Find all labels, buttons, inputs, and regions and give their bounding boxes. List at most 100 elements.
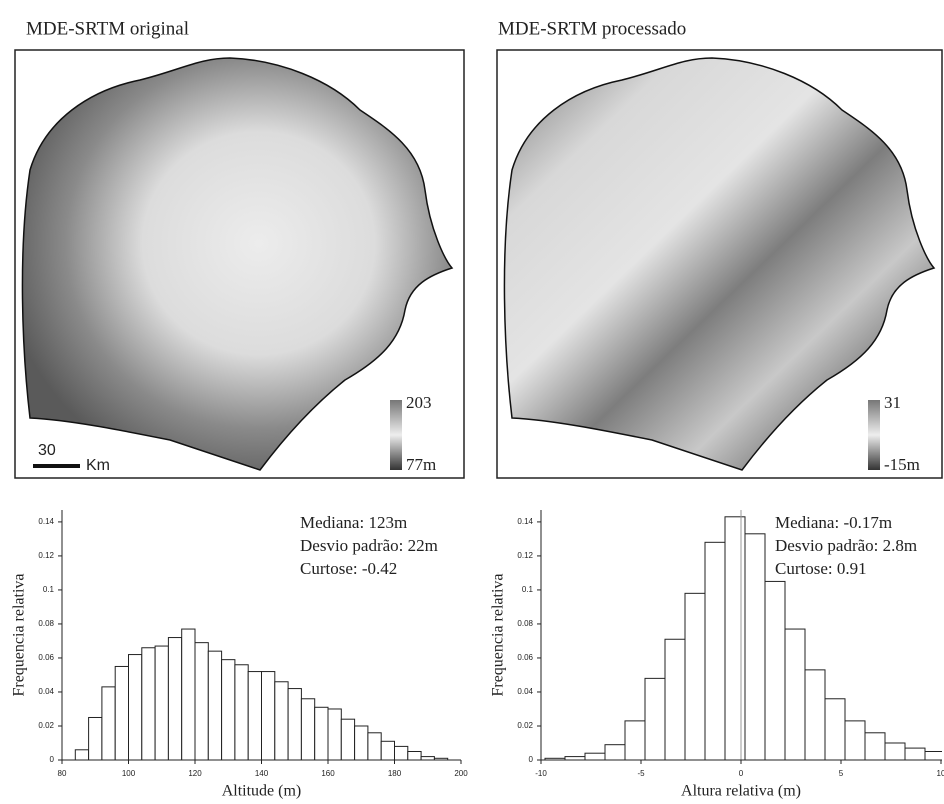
x-tick-label: 10 <box>937 769 944 778</box>
bar <box>208 651 221 760</box>
y-tick-label: 0.06 <box>517 653 533 662</box>
colorbar <box>868 400 880 470</box>
bar <box>865 733 885 760</box>
y-tick-label: 0.12 <box>38 551 54 560</box>
scale-value: 30 <box>38 442 56 459</box>
map-panel: MDE-SRTM original 203 77m 30 Km <box>15 18 464 478</box>
colorbar <box>390 400 402 470</box>
y-axis-label: Frequencia relativa <box>11 573 28 696</box>
bar <box>765 581 785 760</box>
histogram-panel: 0 0.02 0.04 0.06 0.08 0.1 0.12 0.14 80 100 120 140 1… <box>11 510 469 800</box>
x-tick-label: 200 <box>454 769 468 778</box>
x-axis-label: Altura relativa (m) <box>681 783 801 800</box>
x-tick-label: 140 <box>255 769 269 778</box>
bar <box>845 721 865 760</box>
bar <box>395 746 408 760</box>
x-tick-label: 100 <box>122 769 136 778</box>
bar <box>301 699 314 760</box>
y-tick-label: 0 <box>50 755 55 764</box>
colorbar-max: 203 <box>406 393 432 412</box>
y-tick-label: 0.14 <box>517 517 533 526</box>
colorbar-max: 31 <box>884 393 901 412</box>
annotation: Mediana: -0.17m <box>775 513 892 532</box>
x-tick-label: 80 <box>58 769 67 778</box>
bar <box>102 687 115 760</box>
bar <box>745 534 765 760</box>
x-tick-label: 120 <box>188 769 202 778</box>
bar <box>421 757 434 760</box>
bar <box>129 655 142 760</box>
bar <box>235 665 248 760</box>
bar <box>705 542 725 760</box>
bar <box>785 629 805 760</box>
annotation: Desvio padrão: 2.8m <box>775 536 917 555</box>
bar <box>315 707 328 760</box>
annotation: Curtose: 0.91 <box>775 559 867 578</box>
bar <box>685 593 705 760</box>
y-tick-label: 0.1 <box>43 585 55 594</box>
y-tick-label: 0.14 <box>38 517 54 526</box>
bar <box>925 751 944 760</box>
bar <box>408 751 421 760</box>
map-panel: MDE-SRTM processado 31 -15m <box>497 18 942 478</box>
annotation: Mediana: 123m <box>300 513 407 532</box>
map-title: MDE-SRTM original <box>26 18 189 39</box>
bar <box>565 757 585 760</box>
y-tick-label: 0.08 <box>38 619 54 628</box>
bar <box>288 689 301 760</box>
bar <box>665 639 685 760</box>
bar <box>725 517 745 760</box>
bar <box>805 670 825 760</box>
bar <box>75 750 88 760</box>
bar <box>605 745 625 760</box>
y-tick-label: 0.04 <box>517 687 533 696</box>
bar <box>328 709 341 760</box>
bar <box>262 672 275 760</box>
y-axis-label: Frequencia relativa <box>490 573 507 696</box>
bars <box>75 629 447 760</box>
bar <box>905 748 925 760</box>
bar <box>222 660 235 760</box>
map-title: MDE-SRTM processado <box>498 18 686 39</box>
colorbar-min: -15m <box>884 455 920 474</box>
bar <box>645 678 665 760</box>
bar <box>885 743 905 760</box>
bar <box>142 648 155 760</box>
y-tick-label: 0.12 <box>517 551 533 560</box>
x-tick-label: -5 <box>637 769 645 778</box>
y-tick-label: 0.04 <box>38 687 54 696</box>
bar <box>825 699 845 760</box>
annotation: Desvio padrão: 22m <box>300 536 438 555</box>
x-tick-label: 5 <box>839 769 844 778</box>
y-tick-label: 0 <box>529 755 534 764</box>
bar <box>585 753 605 760</box>
x-axis-label: Altitude (m) <box>222 783 302 800</box>
bar <box>368 733 381 760</box>
y-tick-label: 0.08 <box>517 619 533 628</box>
bar <box>168 638 181 760</box>
x-tick-label: 180 <box>388 769 402 778</box>
bar <box>355 726 368 760</box>
y-tick-label: 0.1 <box>522 585 534 594</box>
bar <box>625 721 645 760</box>
scale-unit: Km <box>86 457 110 474</box>
x-tick-label: -10 <box>535 769 547 778</box>
colorbar-min: 77m <box>406 455 436 474</box>
bar <box>155 646 168 760</box>
bar <box>381 741 394 760</box>
y-tick-label: 0.02 <box>38 721 54 730</box>
bar <box>89 717 102 760</box>
bar <box>182 629 195 760</box>
y-tick-label: 0.06 <box>38 653 54 662</box>
bar <box>341 719 354 760</box>
x-tick-label: 0 <box>739 769 744 778</box>
bar <box>195 643 208 760</box>
y-tick-label: 0.02 <box>517 721 533 730</box>
x-tick-label: 160 <box>321 769 335 778</box>
bar <box>275 682 288 760</box>
bar <box>248 672 261 760</box>
histogram-panel: 0 0.02 0.04 0.06 0.08 0.1 0.12 0.14 -10 -5 0 5 10 Alt… <box>490 510 944 800</box>
bar <box>115 666 128 760</box>
annotation: Curtose: -0.42 <box>300 559 397 578</box>
figure: MDE-SRTM original 203 77m 30 Km MDE-SRTM… <box>0 0 944 804</box>
